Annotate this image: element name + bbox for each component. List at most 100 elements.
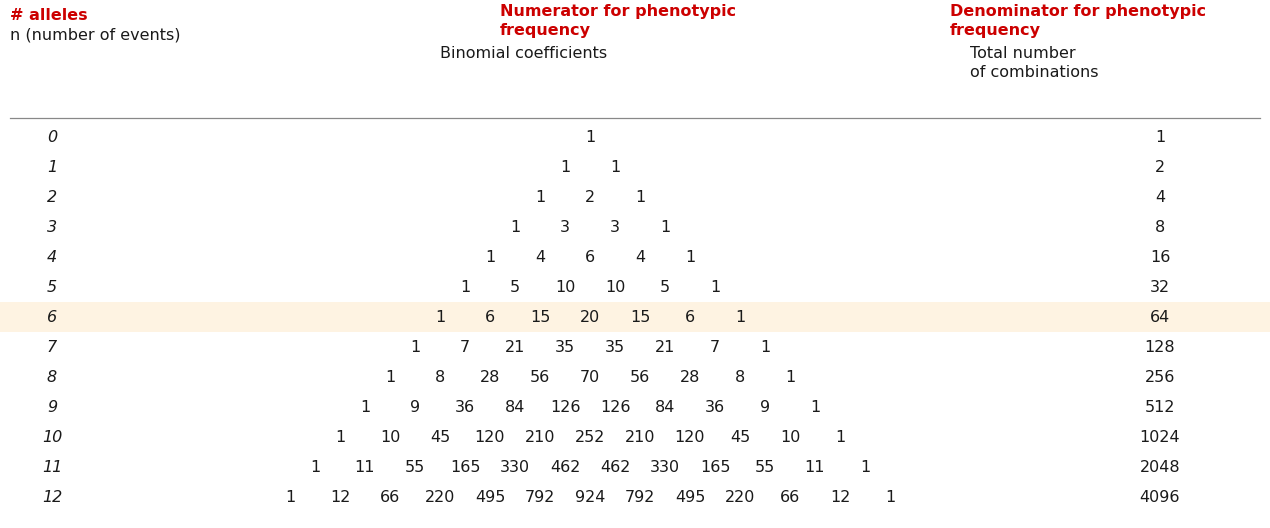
Text: n (number of events): n (number of events) xyxy=(10,28,180,43)
Text: 8: 8 xyxy=(1154,220,1165,234)
Text: 45: 45 xyxy=(730,429,751,445)
Text: 1: 1 xyxy=(660,220,671,234)
Text: 210: 210 xyxy=(525,429,555,445)
Text: 1: 1 xyxy=(385,370,395,384)
Text: 1: 1 xyxy=(359,400,370,414)
Text: 5: 5 xyxy=(660,279,671,295)
Text: 21: 21 xyxy=(655,340,676,354)
Text: 252: 252 xyxy=(575,429,606,445)
Text: 462: 462 xyxy=(599,459,630,475)
Text: 84: 84 xyxy=(655,400,676,414)
Text: 1: 1 xyxy=(485,250,495,265)
Text: 1: 1 xyxy=(1154,129,1165,145)
Text: 1: 1 xyxy=(635,190,645,204)
Text: 64: 64 xyxy=(1149,309,1170,325)
Text: 120: 120 xyxy=(475,429,505,445)
Text: 220: 220 xyxy=(424,489,455,504)
Text: 11: 11 xyxy=(805,459,826,475)
Text: 36: 36 xyxy=(455,400,475,414)
Text: Numerator for phenotypic
frequency: Numerator for phenotypic frequency xyxy=(500,4,737,37)
Text: 9: 9 xyxy=(47,400,57,414)
Text: Total number
of combinations: Total number of combinations xyxy=(970,46,1099,80)
Text: 12: 12 xyxy=(42,489,62,504)
Text: 126: 126 xyxy=(550,400,580,414)
Text: 7: 7 xyxy=(710,340,720,354)
Text: 1: 1 xyxy=(560,159,570,174)
Text: 220: 220 xyxy=(725,489,756,504)
Text: 11: 11 xyxy=(42,459,62,475)
Text: 8: 8 xyxy=(434,370,444,384)
Text: 1: 1 xyxy=(885,489,895,504)
Text: 12: 12 xyxy=(330,489,351,504)
Text: 1: 1 xyxy=(335,429,345,445)
Text: 4: 4 xyxy=(635,250,645,265)
Text: 1: 1 xyxy=(735,309,745,325)
Text: 36: 36 xyxy=(705,400,725,414)
Text: 6: 6 xyxy=(485,309,495,325)
Text: 11: 11 xyxy=(354,459,375,475)
Text: 56: 56 xyxy=(530,370,550,384)
Text: 5: 5 xyxy=(511,279,519,295)
Text: 120: 120 xyxy=(674,429,705,445)
Text: 10: 10 xyxy=(780,429,800,445)
Text: 165: 165 xyxy=(700,459,730,475)
Text: 8: 8 xyxy=(735,370,745,384)
Text: 3: 3 xyxy=(47,220,57,234)
Text: Denominator for phenotypic
frequency: Denominator for phenotypic frequency xyxy=(950,4,1206,37)
Text: 9: 9 xyxy=(759,400,770,414)
Text: 10: 10 xyxy=(42,429,62,445)
Text: 495: 495 xyxy=(674,489,705,504)
Text: 1: 1 xyxy=(710,279,720,295)
Text: 1: 1 xyxy=(834,429,845,445)
Text: 6: 6 xyxy=(585,250,596,265)
Text: 10: 10 xyxy=(605,279,625,295)
Text: 9: 9 xyxy=(410,400,420,414)
Text: 66: 66 xyxy=(380,489,400,504)
Text: 28: 28 xyxy=(480,370,500,384)
Text: 16: 16 xyxy=(1149,250,1170,265)
Text: 5: 5 xyxy=(47,279,57,295)
Text: 1: 1 xyxy=(610,159,620,174)
Text: 1: 1 xyxy=(860,459,870,475)
Text: 1: 1 xyxy=(585,129,596,145)
Text: 32: 32 xyxy=(1149,279,1170,295)
Text: 10: 10 xyxy=(555,279,575,295)
Text: 1: 1 xyxy=(460,279,470,295)
Text: 210: 210 xyxy=(625,429,655,445)
Text: 1: 1 xyxy=(47,159,57,174)
Text: 10: 10 xyxy=(380,429,400,445)
Text: 4: 4 xyxy=(1154,190,1165,204)
Text: 330: 330 xyxy=(650,459,679,475)
Text: 3: 3 xyxy=(610,220,620,234)
Text: 6: 6 xyxy=(685,309,695,325)
Text: 20: 20 xyxy=(580,309,601,325)
Text: 15: 15 xyxy=(530,309,550,325)
Text: 1024: 1024 xyxy=(1139,429,1180,445)
Text: 15: 15 xyxy=(630,309,650,325)
Text: 56: 56 xyxy=(630,370,650,384)
Text: # alleles: # alleles xyxy=(10,8,88,23)
Text: 330: 330 xyxy=(500,459,530,475)
Text: 2: 2 xyxy=(47,190,57,204)
Text: 1: 1 xyxy=(785,370,795,384)
Text: 1: 1 xyxy=(410,340,420,354)
Text: 2: 2 xyxy=(1154,159,1165,174)
Text: 8: 8 xyxy=(47,370,57,384)
Text: 495: 495 xyxy=(475,489,505,504)
Text: 1: 1 xyxy=(685,250,695,265)
Text: 2048: 2048 xyxy=(1139,459,1180,475)
Text: 165: 165 xyxy=(450,459,480,475)
Text: 4: 4 xyxy=(47,250,57,265)
Text: 6: 6 xyxy=(47,309,57,325)
Text: 512: 512 xyxy=(1144,400,1175,414)
Text: 792: 792 xyxy=(625,489,655,504)
Text: 35: 35 xyxy=(555,340,575,354)
Text: 4: 4 xyxy=(535,250,545,265)
Text: 128: 128 xyxy=(1144,340,1175,354)
Text: 1: 1 xyxy=(535,190,545,204)
Text: 7: 7 xyxy=(47,340,57,354)
Text: 70: 70 xyxy=(580,370,601,384)
Text: 7: 7 xyxy=(460,340,470,354)
Text: 1: 1 xyxy=(759,340,770,354)
Text: 1: 1 xyxy=(284,489,295,504)
